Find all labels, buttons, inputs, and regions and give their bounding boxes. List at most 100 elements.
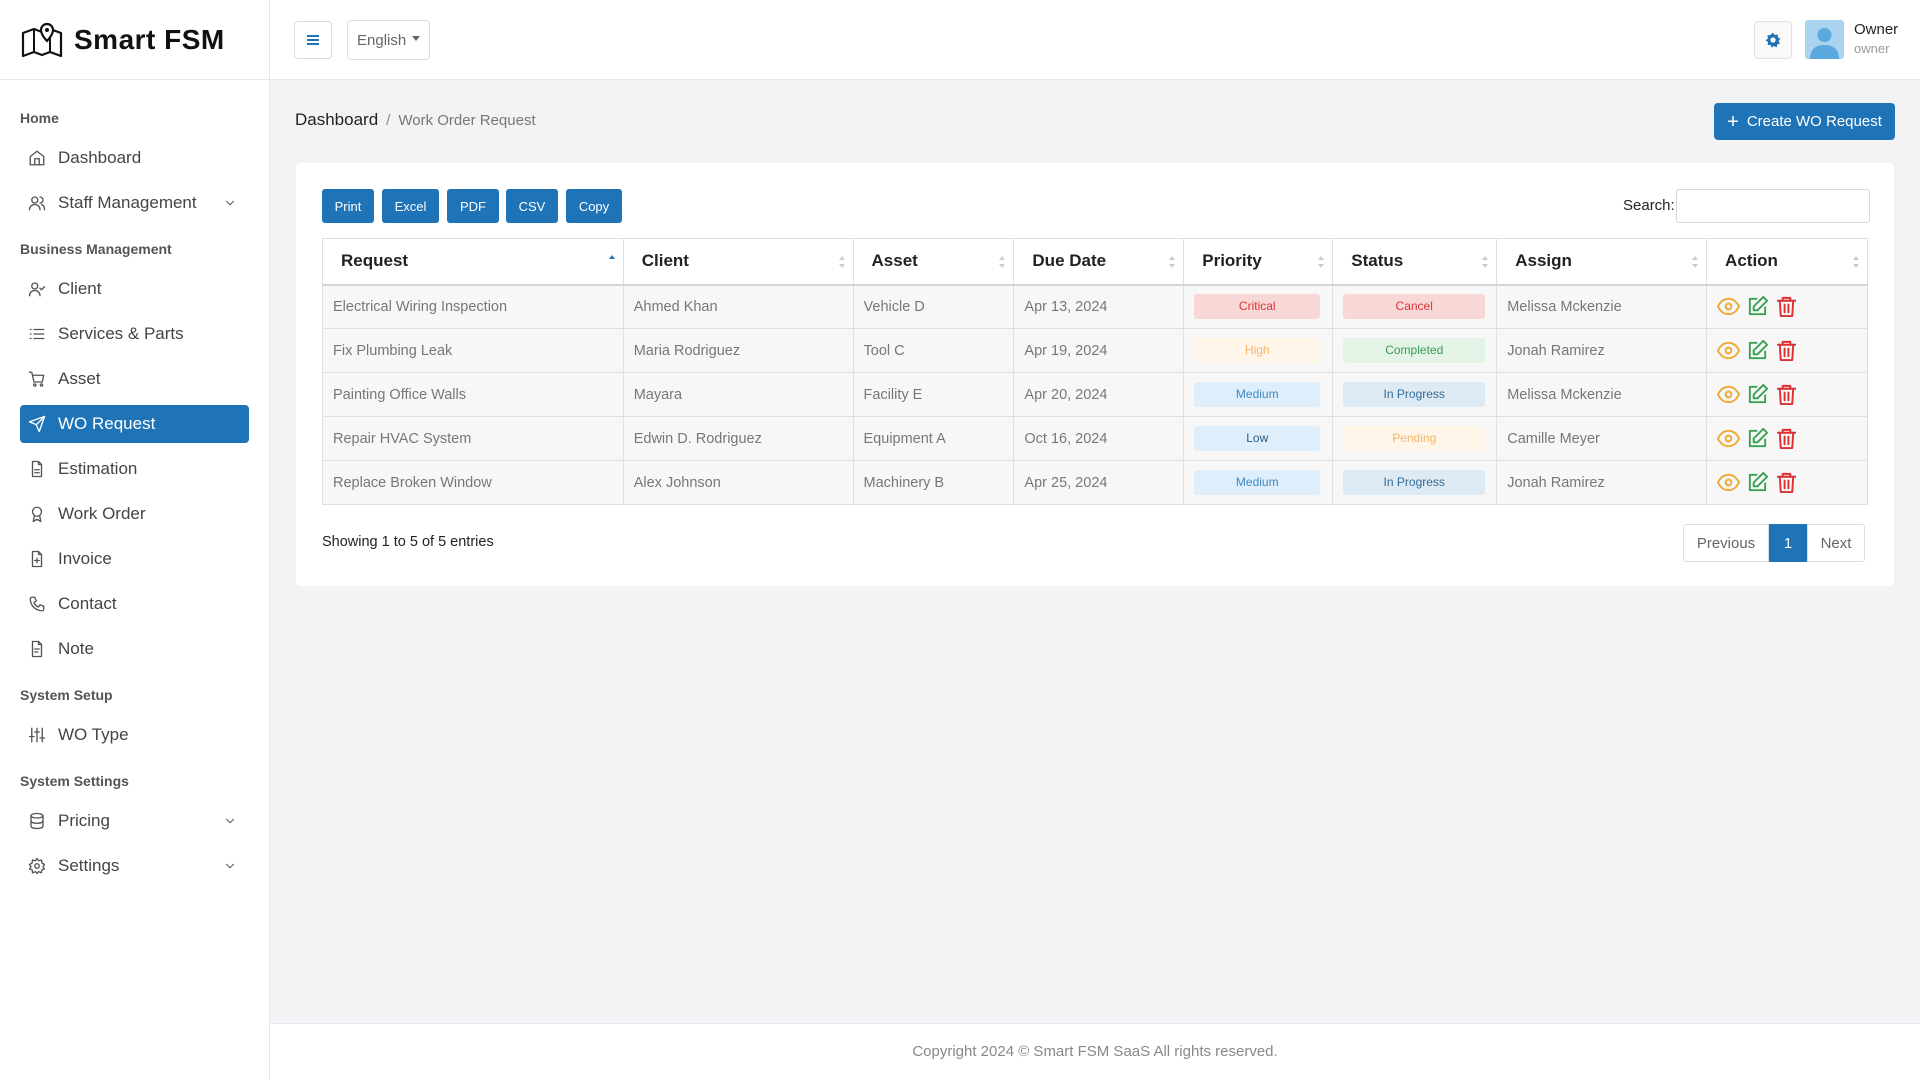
file-icon	[31, 460, 43, 478]
sidebar-item-asset[interactable]: Asset	[20, 360, 249, 398]
cell-client: Edwin D. Rodriguez	[622, 416, 854, 461]
cell-client: Ahmed Khan	[622, 284, 854, 329]
cell-asset: Facility E	[852, 372, 1015, 417]
sidebar-item-settings[interactable]: Settings	[20, 847, 249, 885]
edit-icon[interactable]	[1746, 471, 1769, 494]
cell-asset: Machinery B	[852, 460, 1015, 505]
excel-button[interactable]: Excel	[382, 189, 439, 223]
sidebar-item-pricing[interactable]: Pricing	[20, 802, 249, 840]
column-priority[interactable]: Priority	[1183, 238, 1334, 286]
sidebar-item-label: Pricing	[58, 811, 110, 830]
sort-asc-icon	[608, 255, 615, 259]
column-label: Client	[641, 251, 689, 271]
status-badge: Pending	[1343, 426, 1486, 451]
chevron-down-icon	[225, 200, 235, 206]
user-check-icon	[28, 282, 46, 297]
search-input[interactable]	[1676, 189, 1870, 223]
view-icon[interactable]	[1717, 295, 1741, 318]
cell-asset: Equipment A	[852, 416, 1015, 461]
sidebar-item-work-order[interactable]: Work Order	[20, 495, 249, 533]
cell-action	[1706, 372, 1868, 417]
sort-icon	[838, 256, 845, 268]
priority-badge: Low	[1194, 426, 1321, 451]
menu-toggle-button[interactable]	[294, 21, 332, 59]
sidebar-item-dashboard[interactable]: Dashboard	[20, 139, 249, 177]
award-icon	[31, 506, 43, 523]
column-asset[interactable]: Asset	[852, 238, 1015, 286]
home-icon	[29, 150, 45, 166]
delete-icon[interactable]	[1775, 471, 1798, 494]
search-label: Search:	[1623, 197, 1675, 214]
chevron-down-icon	[225, 863, 235, 869]
sidebar-item-note[interactable]: Note	[20, 630, 249, 668]
copy-button[interactable]: Copy	[566, 189, 622, 223]
page-1-button[interactable]: 1	[1769, 524, 1807, 562]
wo-request-table: Request Client Asset Due Date Priority S…	[322, 238, 1868, 505]
sidebar-item-label: Services & Parts	[58, 324, 184, 343]
sidebar-item-wo-request[interactable]: WO Request	[20, 405, 249, 443]
sidebar-item-services-parts[interactable]: Services & Parts	[20, 315, 249, 353]
cell-request: Fix Plumbing Leak	[322, 328, 624, 373]
plus-icon: +	[1727, 110, 1739, 133]
database-icon	[30, 812, 44, 830]
sidebar-item-invoice[interactable]: Invoice	[20, 540, 249, 578]
next-page-button[interactable]: Next	[1807, 524, 1865, 562]
table-row: Repair HVAC System Edwin D. Rodriguez Eq…	[322, 416, 1868, 461]
cell-action	[1706, 328, 1868, 373]
previous-page-button[interactable]: Previous	[1683, 524, 1769, 562]
column-status[interactable]: Status	[1332, 238, 1498, 286]
sidebar-item-contact[interactable]: Contact	[20, 585, 249, 623]
sort-icon	[1853, 256, 1859, 268]
sidebar-item-staff-management[interactable]: Staff Management	[20, 184, 249, 222]
print-button[interactable]: Print	[322, 189, 374, 223]
view-icon[interactable]	[1717, 427, 1741, 450]
user-name[interactable]: Owner	[1854, 21, 1899, 38]
edit-icon[interactable]	[1746, 427, 1769, 450]
create-wo-request-button[interactable]: + Create WO Request	[1714, 103, 1895, 140]
edit-icon[interactable]	[1746, 339, 1769, 362]
csv-button[interactable]: CSV	[506, 189, 558, 223]
pdf-button[interactable]: PDF	[447, 189, 499, 223]
sidebar-item-label: Client	[58, 279, 102, 298]
brand[interactable]: Smart FSM	[0, 0, 269, 80]
cell-due-date: Apr 13, 2024	[1013, 284, 1185, 329]
view-icon[interactable]	[1717, 339, 1741, 362]
language-select[interactable]: English	[347, 20, 430, 60]
column-request[interactable]: Request	[322, 238, 624, 286]
view-icon[interactable]	[1717, 383, 1741, 406]
delete-icon[interactable]	[1775, 427, 1798, 450]
priority-badge: High	[1194, 338, 1321, 363]
column-client[interactable]: Client	[622, 238, 854, 286]
settings-icon	[28, 857, 46, 875]
sidebar-item-wo-type[interactable]: WO Type	[20, 716, 249, 754]
column-due-date[interactable]: Due Date	[1013, 238, 1185, 286]
edit-icon[interactable]	[1746, 295, 1769, 318]
sidebar-item-label: WO Type	[58, 725, 129, 744]
cell-due-date: Oct 16, 2024	[1013, 416, 1185, 461]
delete-icon[interactable]	[1775, 295, 1798, 318]
cell-assign: Jonah Ramirez	[1496, 328, 1708, 373]
sort-icon	[1482, 256, 1489, 268]
breadcrumb-root[interactable]: Dashboard	[295, 110, 379, 129]
cell-assign: Melissa Mckenzie	[1496, 284, 1708, 329]
wo-request-card: Print Excel PDF CSV Copy Search: Request…	[296, 163, 1894, 586]
section-business-management: Business Management	[20, 241, 172, 257]
view-icon[interactable]	[1717, 471, 1741, 494]
sidebar-item-client[interactable]: Client	[20, 270, 249, 308]
column-label: Priority	[1202, 251, 1262, 271]
chevron-down-icon	[225, 818, 235, 824]
user-avatar-icon	[1810, 28, 1839, 59]
hamburger-icon	[307, 35, 319, 45]
delete-icon[interactable]	[1775, 339, 1798, 362]
status-badge: In Progress	[1343, 382, 1486, 407]
priority-badge: Medium	[1194, 470, 1321, 495]
brand-name: Smart FSM	[74, 23, 225, 55]
column-action[interactable]: Action	[1706, 238, 1868, 286]
avatar[interactable]	[1805, 20, 1844, 59]
sidebar-item-estimation[interactable]: Estimation	[20, 450, 249, 488]
delete-icon[interactable]	[1775, 383, 1798, 406]
settings-button[interactable]	[1754, 21, 1792, 59]
column-assign[interactable]: Assign	[1496, 238, 1708, 286]
cell-status: Cancel	[1332, 284, 1498, 329]
edit-icon[interactable]	[1746, 383, 1769, 406]
